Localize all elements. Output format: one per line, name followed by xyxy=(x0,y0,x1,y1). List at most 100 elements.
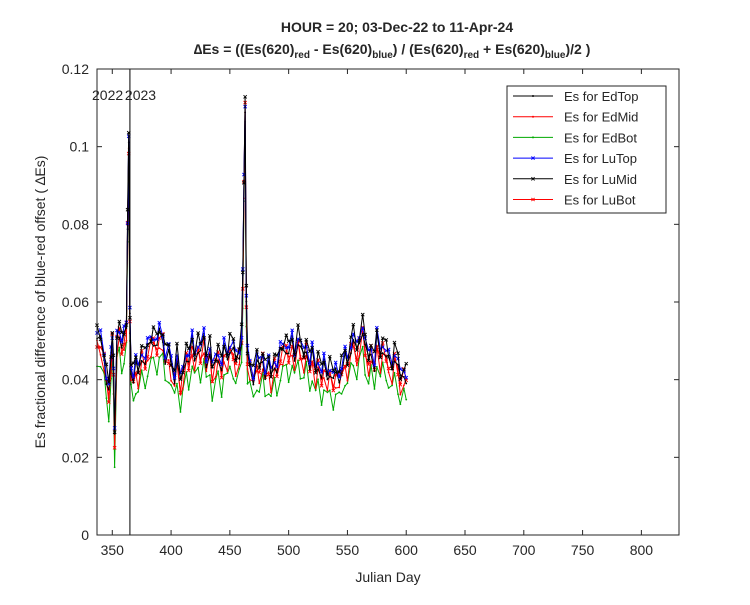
data-point xyxy=(132,399,135,402)
data-point xyxy=(185,360,188,363)
data-point xyxy=(363,332,367,337)
data-point xyxy=(323,389,325,392)
data-point xyxy=(246,382,249,385)
data-point xyxy=(176,382,178,385)
data-point xyxy=(397,393,399,395)
y-tick-label: 0.1 xyxy=(70,139,90,155)
data-point xyxy=(130,383,132,386)
data-point xyxy=(386,354,391,359)
data-point xyxy=(144,363,147,366)
data-point xyxy=(349,335,353,340)
data-point xyxy=(366,358,371,363)
data-point xyxy=(380,336,385,341)
data-point xyxy=(302,355,306,360)
data-point xyxy=(145,343,150,348)
data-point xyxy=(178,390,183,395)
data-point xyxy=(361,345,364,348)
data-point xyxy=(199,381,202,384)
data-point xyxy=(204,359,209,364)
data-point xyxy=(103,370,105,372)
data-point xyxy=(316,349,320,354)
data-point xyxy=(190,337,195,342)
data-point xyxy=(404,375,409,380)
data-point xyxy=(243,94,248,99)
data-point xyxy=(373,370,376,373)
data-point xyxy=(220,369,223,372)
data-point xyxy=(310,340,315,345)
data-point xyxy=(385,355,388,358)
data-point xyxy=(317,378,319,381)
data-point xyxy=(225,353,230,358)
data-point xyxy=(232,353,235,356)
data-point xyxy=(257,370,262,375)
legend-marker xyxy=(532,95,534,97)
data-point xyxy=(157,330,162,335)
data-point xyxy=(267,371,270,374)
data-point xyxy=(361,333,364,335)
data-point xyxy=(401,367,406,372)
data-point xyxy=(214,378,217,380)
data-point xyxy=(238,363,241,366)
data-point xyxy=(242,180,246,185)
data-point xyxy=(245,351,250,356)
data-point xyxy=(350,352,352,355)
data-point xyxy=(302,356,306,361)
data-point xyxy=(364,343,366,346)
data-point xyxy=(337,374,342,379)
data-point xyxy=(207,333,212,338)
data-point xyxy=(387,371,390,374)
data-point xyxy=(310,345,315,350)
data-point xyxy=(287,381,290,384)
data-point xyxy=(248,380,251,383)
data-point xyxy=(119,339,124,344)
data-point xyxy=(360,312,365,317)
legend: Es for EdTop Es for EdMid Es for EdBot Es f… xyxy=(506,85,667,214)
data-point xyxy=(307,349,312,354)
data-point xyxy=(173,391,176,394)
data-point xyxy=(393,371,396,374)
x-tick-label: 500 xyxy=(277,542,301,558)
data-point xyxy=(405,398,408,401)
legend-marker xyxy=(531,176,535,181)
data-point xyxy=(346,379,349,382)
data-point xyxy=(372,363,377,368)
data-point xyxy=(123,349,125,351)
data-point xyxy=(303,376,305,379)
year-annotations: 2022 2023 xyxy=(92,87,156,103)
data-point xyxy=(237,347,242,351)
data-point xyxy=(173,382,176,385)
x-axis-label: Julian Day xyxy=(355,569,420,585)
legend-marker xyxy=(532,136,534,139)
data-point xyxy=(333,370,338,375)
data-point xyxy=(384,337,389,342)
data-point xyxy=(322,351,326,356)
data-point xyxy=(370,360,372,363)
data-point xyxy=(313,370,318,375)
data-point xyxy=(392,340,397,345)
series-layer xyxy=(95,94,409,469)
data-point xyxy=(208,353,211,356)
data-point xyxy=(352,364,355,367)
data-point xyxy=(151,325,156,329)
data-point xyxy=(286,360,291,365)
data-point xyxy=(367,374,370,377)
data-point xyxy=(155,337,159,342)
data-point xyxy=(186,368,191,373)
data-point xyxy=(185,371,188,373)
data-point xyxy=(132,381,135,384)
data-point xyxy=(120,372,123,375)
data-point xyxy=(339,366,344,371)
data-point xyxy=(239,322,244,327)
data-point xyxy=(366,362,371,367)
data-point xyxy=(331,388,336,393)
data-point xyxy=(163,342,168,347)
legend-item: Es for LuBot xyxy=(513,193,636,208)
data-point xyxy=(211,400,214,402)
data-point xyxy=(291,354,294,357)
x-tick-label: 450 xyxy=(218,542,242,558)
data-point xyxy=(305,351,308,354)
data-point xyxy=(137,387,140,390)
data-point xyxy=(118,346,121,349)
data-point xyxy=(373,388,376,390)
data-point xyxy=(266,354,271,359)
